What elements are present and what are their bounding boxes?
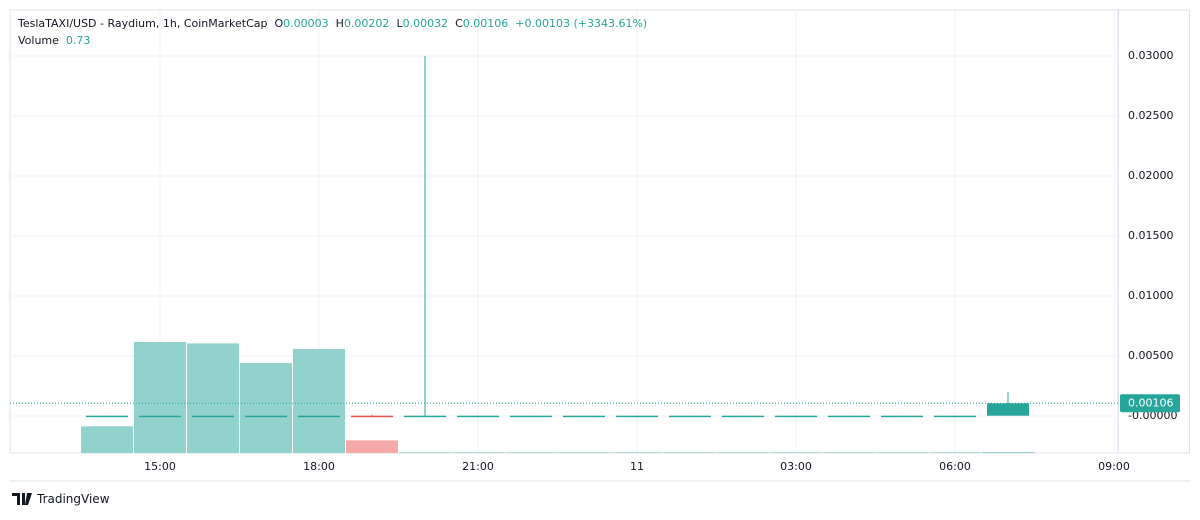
x-tick-label: 15:00 bbox=[144, 460, 176, 473]
volume-bar bbox=[558, 452, 610, 453]
logo bbox=[12, 493, 32, 505]
last-price-tag bbox=[1120, 394, 1180, 413]
x-tick-label: 18:00 bbox=[303, 460, 335, 473]
symbol: TeslaTAXI/USD - Raydium, 1h, CoinMarketC… bbox=[18, 17, 268, 30]
candle-body bbox=[139, 415, 181, 418]
ohlc-value: 0.00202 bbox=[343, 17, 390, 30]
volume-bar bbox=[399, 452, 451, 453]
volume-bar bbox=[876, 452, 928, 453]
candle-body bbox=[351, 415, 393, 418]
ohlc-value: 0.00003 bbox=[283, 17, 329, 30]
candle-body bbox=[828, 415, 870, 418]
candle-body bbox=[934, 415, 976, 418]
volume-bar bbox=[717, 452, 769, 453]
x-tick-label: 03:00 bbox=[780, 460, 812, 473]
x-tick-label: 21:00 bbox=[462, 460, 494, 473]
candle-body bbox=[192, 415, 234, 418]
x-tick-label: 09:00 bbox=[1098, 460, 1130, 473]
y-tick-label: 0.01000 bbox=[1128, 289, 1174, 302]
volume-value: 0.73 bbox=[65, 34, 91, 47]
volume-bar bbox=[770, 452, 822, 453]
candle-body bbox=[86, 415, 128, 418]
brand-name: TradingView bbox=[37, 492, 110, 506]
chart: 15:00 18:00 21:00 11 03:00 06:00 09:00-0.00000… bbox=[9, 9, 1190, 482]
x-tick-label: 06:00 bbox=[939, 460, 971, 473]
candle-body bbox=[457, 415, 499, 418]
volume-bar bbox=[611, 452, 663, 453]
volume-bar bbox=[293, 349, 345, 453]
y-tick-label: 0.03000 bbox=[1128, 49, 1174, 62]
branding: TradingView bbox=[12, 492, 110, 506]
volume-bar bbox=[452, 452, 504, 453]
x-tick-label: 11 bbox=[630, 460, 644, 473]
candle-body bbox=[881, 415, 923, 418]
change: +0.00103 (+3343.61%) bbox=[515, 17, 648, 30]
candle-body bbox=[245, 415, 287, 418]
ohlc-value: 0.00032 bbox=[402, 17, 449, 30]
volume-bar bbox=[664, 452, 716, 453]
volume-bar bbox=[346, 440, 398, 453]
volume-bar bbox=[81, 426, 133, 453]
candle-body bbox=[510, 415, 552, 418]
candle-body bbox=[404, 415, 446, 418]
volume-bar bbox=[187, 343, 239, 453]
candle-body bbox=[669, 415, 711, 418]
ohlc-key: O bbox=[274, 17, 284, 30]
y-tick-label: 0.02500 bbox=[1128, 109, 1174, 122]
candle-body bbox=[775, 415, 817, 418]
ohlc-key: C bbox=[455, 17, 463, 30]
volume-bar bbox=[240, 363, 292, 453]
volume-bar bbox=[929, 452, 981, 453]
y-tick-label: 0.02000 bbox=[1128, 169, 1174, 182]
volume-key: Volume bbox=[18, 34, 59, 47]
volume-row: Volume 0.73 bbox=[18, 32, 647, 49]
ohlc-key: H bbox=[335, 17, 344, 30]
last-price-label: 0.00106 bbox=[1128, 396, 1174, 409]
ohlc-value: 0.00106 bbox=[462, 17, 509, 30]
volume-bar bbox=[134, 342, 186, 453]
candle-body bbox=[722, 415, 764, 418]
price-axis bbox=[1118, 9, 1190, 454]
candle-body bbox=[563, 415, 605, 418]
legend: TeslaTAXI/USD - Raydium, 1h, CoinMarketC… bbox=[18, 15, 647, 49]
y-tick-label: 0.01500 bbox=[1128, 229, 1174, 242]
ohlc-row: TeslaTAXI/USD - Raydium, 1h, CoinMarketC… bbox=[18, 15, 647, 32]
candle-body bbox=[616, 415, 658, 418]
candle-body bbox=[298, 415, 340, 418]
volume-bar bbox=[823, 452, 875, 453]
volume-bar bbox=[505, 452, 557, 453]
ohlc-key: L bbox=[396, 17, 403, 30]
volume-bar bbox=[982, 451, 1034, 453]
y-tick-label: 0.00500 bbox=[1128, 349, 1174, 362]
candle-body bbox=[987, 403, 1029, 416]
